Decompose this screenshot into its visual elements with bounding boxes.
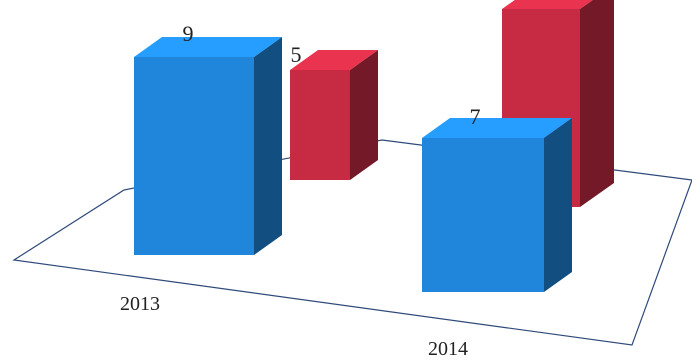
category-label-2013: 2013 <box>120 293 160 315</box>
category-labels: 2013 2014 <box>120 293 468 360</box>
bar-front-2014 <box>422 118 572 292</box>
bar-back-2013-value-label: 5 <box>291 42 302 67</box>
bar-front-2013-value-label: 9 <box>183 21 194 46</box>
series-front-bars: 97 <box>134 21 572 292</box>
category-label-2014: 2014 <box>428 338 468 360</box>
bar-back-2013 <box>290 50 378 180</box>
bar-front-2014-value-label: 7 <box>470 104 481 129</box>
bar-front-2013 <box>134 37 282 255</box>
